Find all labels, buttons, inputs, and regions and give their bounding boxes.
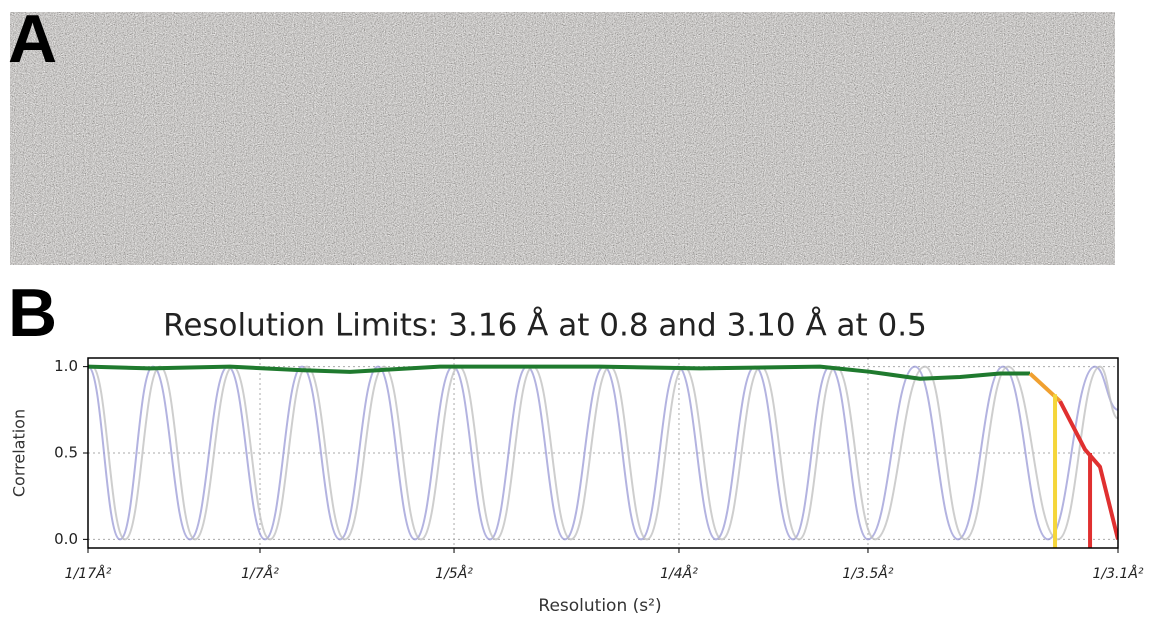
x-tick-label: 1/3.5Å² (842, 565, 893, 582)
micrograph-noise (10, 12, 1115, 265)
x-axis-label: Resolution (s²) (538, 596, 661, 616)
x-tick-label: 1/17Å² (65, 565, 112, 582)
correlation-line (88, 364, 1031, 381)
panel-label: B (8, 275, 57, 351)
plot-frame (87, 357, 1119, 549)
correlation-line (1058, 400, 1118, 540)
chart-title: Resolution Limits: 3.16 Å at 0.8 and 3.1… (163, 308, 927, 344)
y-axis-label: Correlation (10, 409, 29, 497)
x-tick-label: 1/3.1Å² (1092, 565, 1143, 582)
panel-label: A (8, 1, 57, 77)
y-tick-label: 0.0 (54, 530, 78, 548)
x-tick-label: 1/5Å² (435, 565, 473, 582)
y-tick-label: 1.0 (54, 357, 78, 375)
x-tick-label: 1/7Å² (241, 565, 279, 582)
x-tick-label: 1/4Å² (660, 565, 698, 582)
y-tick-label: 0.5 (54, 444, 78, 462)
